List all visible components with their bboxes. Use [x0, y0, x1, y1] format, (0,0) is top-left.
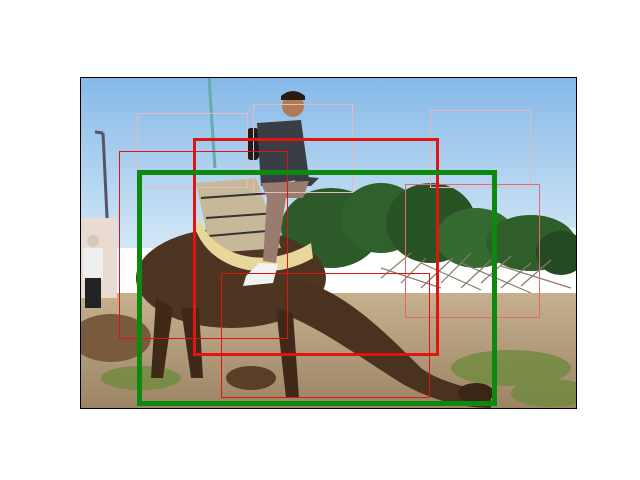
saddle-blanket	[195, 178, 313, 272]
overlay-box-green-main	[137, 170, 497, 406]
overlay-box-faint-3	[430, 110, 531, 188]
flag-pole	[207, 78, 217, 169]
resting-camel-left	[81, 314, 151, 362]
overlay-box-red-main	[193, 138, 439, 356]
overlay-box-faint-1	[137, 113, 248, 188]
overlay-box-red-left	[119, 151, 288, 339]
overlay-box-red-bottom	[221, 273, 430, 398]
background-person	[83, 235, 103, 308]
rider-illustration	[243, 91, 319, 286]
overlay-box-red-right	[405, 184, 540, 318]
overlay-box-faint-2	[253, 104, 353, 193]
